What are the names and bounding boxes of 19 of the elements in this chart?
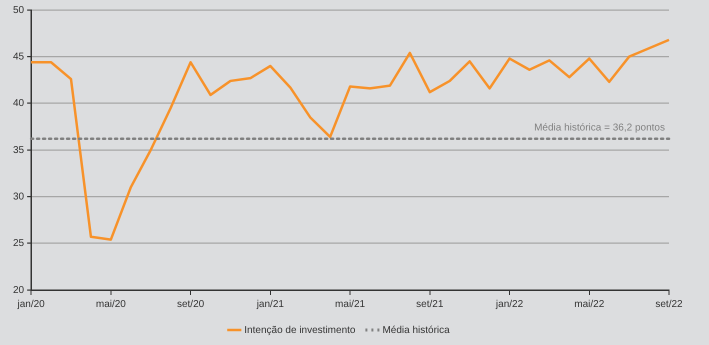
x-tick-label: set/21 [416, 298, 444, 310]
x-tick-label: jan/20 [16, 298, 46, 310]
y-tick-label: 40 [13, 98, 25, 110]
x-tick-label: set/22 [655, 298, 684, 310]
x-tick-label: mai/20 [96, 298, 126, 310]
x-tick-label: mai/21 [335, 298, 366, 310]
legend-label: Média histórica [382, 324, 450, 336]
y-tick-label: 35 [13, 144, 25, 156]
y-tick-label: 25 [13, 238, 25, 250]
annotation: Média histórica = 36,2 pontos [534, 122, 665, 134]
y-tick-label: 30 [13, 191, 25, 202]
x-tick-label: set/20 [176, 298, 205, 310]
legend-label: Intenção de investimento [244, 324, 356, 336]
y-tick-label: 45 [13, 51, 25, 62]
x-tick-label: jan/21 [256, 298, 284, 310]
x-tick-label: jan/22 [494, 298, 524, 310]
x-tick-label: mai/22 [574, 298, 605, 310]
y-tick-label: 20 [13, 284, 25, 296]
y-tick-label: 50 [13, 4, 25, 16]
